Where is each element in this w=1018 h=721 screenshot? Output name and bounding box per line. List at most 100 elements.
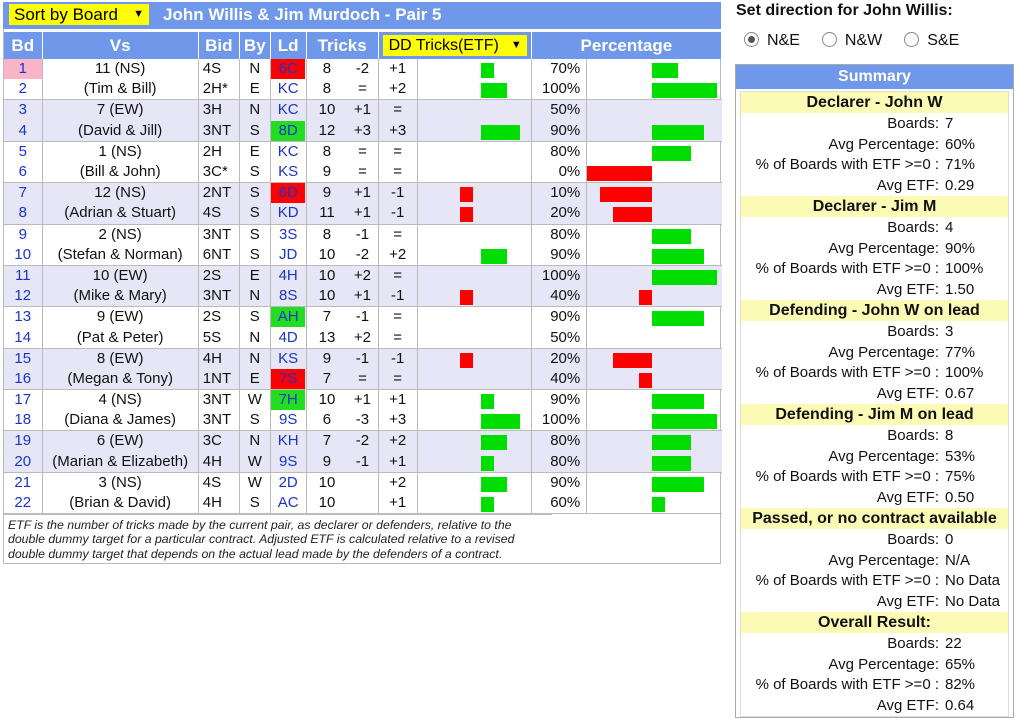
board-number[interactable]: 19 xyxy=(4,430,43,452)
opening-lead: KC xyxy=(270,79,307,101)
declarer: S xyxy=(239,244,271,266)
table-row[interactable]: 22 (Brian & David) 4H S AC 10 +1 60% xyxy=(4,492,722,515)
lead-card: KH xyxy=(277,432,299,450)
table-row[interactable]: 20 (Marian & Elizabeth) 4H W 9S 9 -1 +1 80% xyxy=(4,451,722,473)
table-row[interactable]: 8 (Adrian & Stuart) 4S S KD 11 +1 -1 20% xyxy=(4,203,722,225)
board-number[interactable]: 17 xyxy=(4,389,43,411)
percentage-bar-cell xyxy=(586,265,722,287)
board-number[interactable]: 10 xyxy=(4,244,43,266)
col-header-tricks[interactable]: Tricks xyxy=(306,29,379,59)
tricks-made: 11 xyxy=(306,203,348,225)
contract-bid: 2S xyxy=(198,265,240,287)
etf-bar-cell xyxy=(417,389,532,411)
etf-bar xyxy=(480,497,494,513)
percentage-bar xyxy=(639,290,653,306)
table-row[interactable]: 21 3 (NS) 4S W 2D 10 +2 90% xyxy=(4,472,722,493)
opponents: (Brian & David) xyxy=(42,492,199,515)
col-header-percentage[interactable]: Percentage xyxy=(531,29,723,59)
board-number[interactable]: 18 xyxy=(4,410,43,432)
table-row[interactable]: 2 (Tim & Bill) 2H* E KC 8 = +2 100% xyxy=(4,79,722,101)
board-number[interactable]: 11 xyxy=(4,265,43,287)
board-number[interactable]: 9 xyxy=(4,224,43,245)
table-row[interactable]: 10 (Stefan & Norman) 6NT S JD 10 -2 +2 90% xyxy=(4,244,722,266)
col-header-ld[interactable]: Ld xyxy=(270,29,307,59)
board-number[interactable]: 21 xyxy=(4,472,43,493)
direction-option[interactable]: N&W xyxy=(821,32,882,50)
col-header-vs[interactable]: Vs xyxy=(42,29,199,59)
board-number[interactable]: 8 xyxy=(4,203,43,225)
etf-bar xyxy=(480,83,507,99)
board-number[interactable]: 12 xyxy=(4,286,43,308)
direction-option[interactable]: S&E xyxy=(904,32,959,50)
percentage-bar-track xyxy=(587,390,721,410)
col-header-bid[interactable]: Bid xyxy=(198,29,240,59)
sort-select[interactable]: Sort by Board ▼ xyxy=(9,4,149,25)
tricks-made: 8 xyxy=(322,60,332,78)
board-number[interactable]: 5 xyxy=(4,141,43,162)
summary-row: % of Boards with ETF >=0 : 82% xyxy=(741,674,1008,695)
board-number[interactable]: 20 xyxy=(4,451,43,473)
etf-value: -1 xyxy=(378,203,418,225)
board-number[interactable]: 15 xyxy=(4,348,43,369)
tricks-made: 10 xyxy=(306,286,348,308)
etf-bar-track xyxy=(418,142,531,162)
table-header-row: Bd Vs Bid By Ld Tricks DD Tricks(ETF) ▼ … xyxy=(4,29,723,59)
board-number[interactable]: 7 xyxy=(4,182,43,204)
summary-value: 60% xyxy=(945,135,976,153)
summary-value: 82% xyxy=(945,676,976,694)
lead-card: KS xyxy=(278,163,299,181)
percentage-bar xyxy=(652,145,692,161)
etf-bar-track xyxy=(418,79,531,99)
tricks-diff: -1 xyxy=(347,306,379,328)
board-number[interactable]: 6 xyxy=(4,161,43,184)
col-header-by[interactable]: By xyxy=(239,29,271,59)
board-number[interactable]: 14 xyxy=(4,327,43,349)
table-row[interactable]: 15 8 (EW) 4H N KS 9 -1 -1 20% xyxy=(4,348,722,369)
summary-panel: Summary Declarer - John W Boards: 7 Avg Per… xyxy=(735,64,1014,718)
table-row[interactable]: 17 4 (NS) 3NT W 7H 10 +1 +1 90% xyxy=(4,389,722,411)
table-row[interactable]: 4 (David & Jill) 3NT S 8D 12 +3 +3 90% xyxy=(4,120,722,142)
table-row[interactable]: 19 6 (EW) 3C N KH 7 -2 +2 80% xyxy=(4,430,722,452)
board-number[interactable]: 1 xyxy=(4,59,43,80)
percentage-bar-cell xyxy=(587,472,722,493)
percentage-bar-cell xyxy=(586,410,722,432)
table-row[interactable]: 14 (Pat & Peter) 5S N 4D 13 +2 = 50% xyxy=(4,327,722,349)
table-row[interactable]: 7 12 (NS) 2NT S 6D 9 +1 -1 10% xyxy=(4,182,722,204)
board-number[interactable]: 4 xyxy=(4,120,43,142)
board-number[interactable]: 2 xyxy=(4,79,43,101)
table-row[interactable]: 18 (Diana & James) 3NT S 9S 6 -3 +3 100% xyxy=(4,410,722,432)
radio-button-icon[interactable] xyxy=(904,32,920,47)
contract-bid: 2H* xyxy=(198,79,240,101)
table-row[interactable]: 12 (Mike & Mary) 3NT N 8S 10 +1 -1 40% xyxy=(4,286,722,308)
table-row[interactable]: 11 10 (EW) 2S E 4H 10 +2 = 100% xyxy=(4,265,722,287)
opening-lead: KS xyxy=(270,161,307,184)
contract-bid: 1NT xyxy=(198,368,240,390)
etf-value: -1 xyxy=(378,348,418,369)
col-header-bd[interactable]: Bd xyxy=(4,29,43,59)
lead-card: KC xyxy=(277,142,299,160)
radio-button-icon[interactable] xyxy=(821,32,837,47)
board-number[interactable]: 16 xyxy=(4,368,43,390)
board-number[interactable]: 3 xyxy=(4,99,43,121)
dd-tricks-select[interactable]: DD Tricks(ETF) ▼ xyxy=(382,35,527,56)
table-row[interactable]: 6 (Bill & John) 3C* S KS 9 = = 0% xyxy=(4,161,722,184)
percentage-bar-cell xyxy=(587,59,722,79)
direction-option[interactable]: N&E xyxy=(744,32,800,50)
summary-row: Boards: 0 xyxy=(741,529,1008,550)
table-row[interactable]: 13 9 (EW) 2S S AH 7 -1 = 90% xyxy=(4,306,722,328)
board-number[interactable]: 13 xyxy=(4,306,43,328)
declarer: N xyxy=(239,348,271,369)
table-row[interactable]: 16 (Megan & Tony) 1NT E 7S 7 = = 40% xyxy=(4,368,722,390)
etf-bar-cell xyxy=(417,410,532,432)
tricks-diff: -1 xyxy=(347,348,379,369)
board-number[interactable]: 22 xyxy=(4,492,43,515)
tricks-made: 9 xyxy=(306,161,348,184)
table-row[interactable]: 1 11 (NS) 4S N 6C 8 -2 +1 70% xyxy=(4,59,722,80)
contract-bid: 5S xyxy=(198,327,240,349)
percentage-value: 20% xyxy=(531,348,588,369)
percentage-bar-track xyxy=(587,142,721,162)
radio-button-icon[interactable] xyxy=(744,32,759,47)
